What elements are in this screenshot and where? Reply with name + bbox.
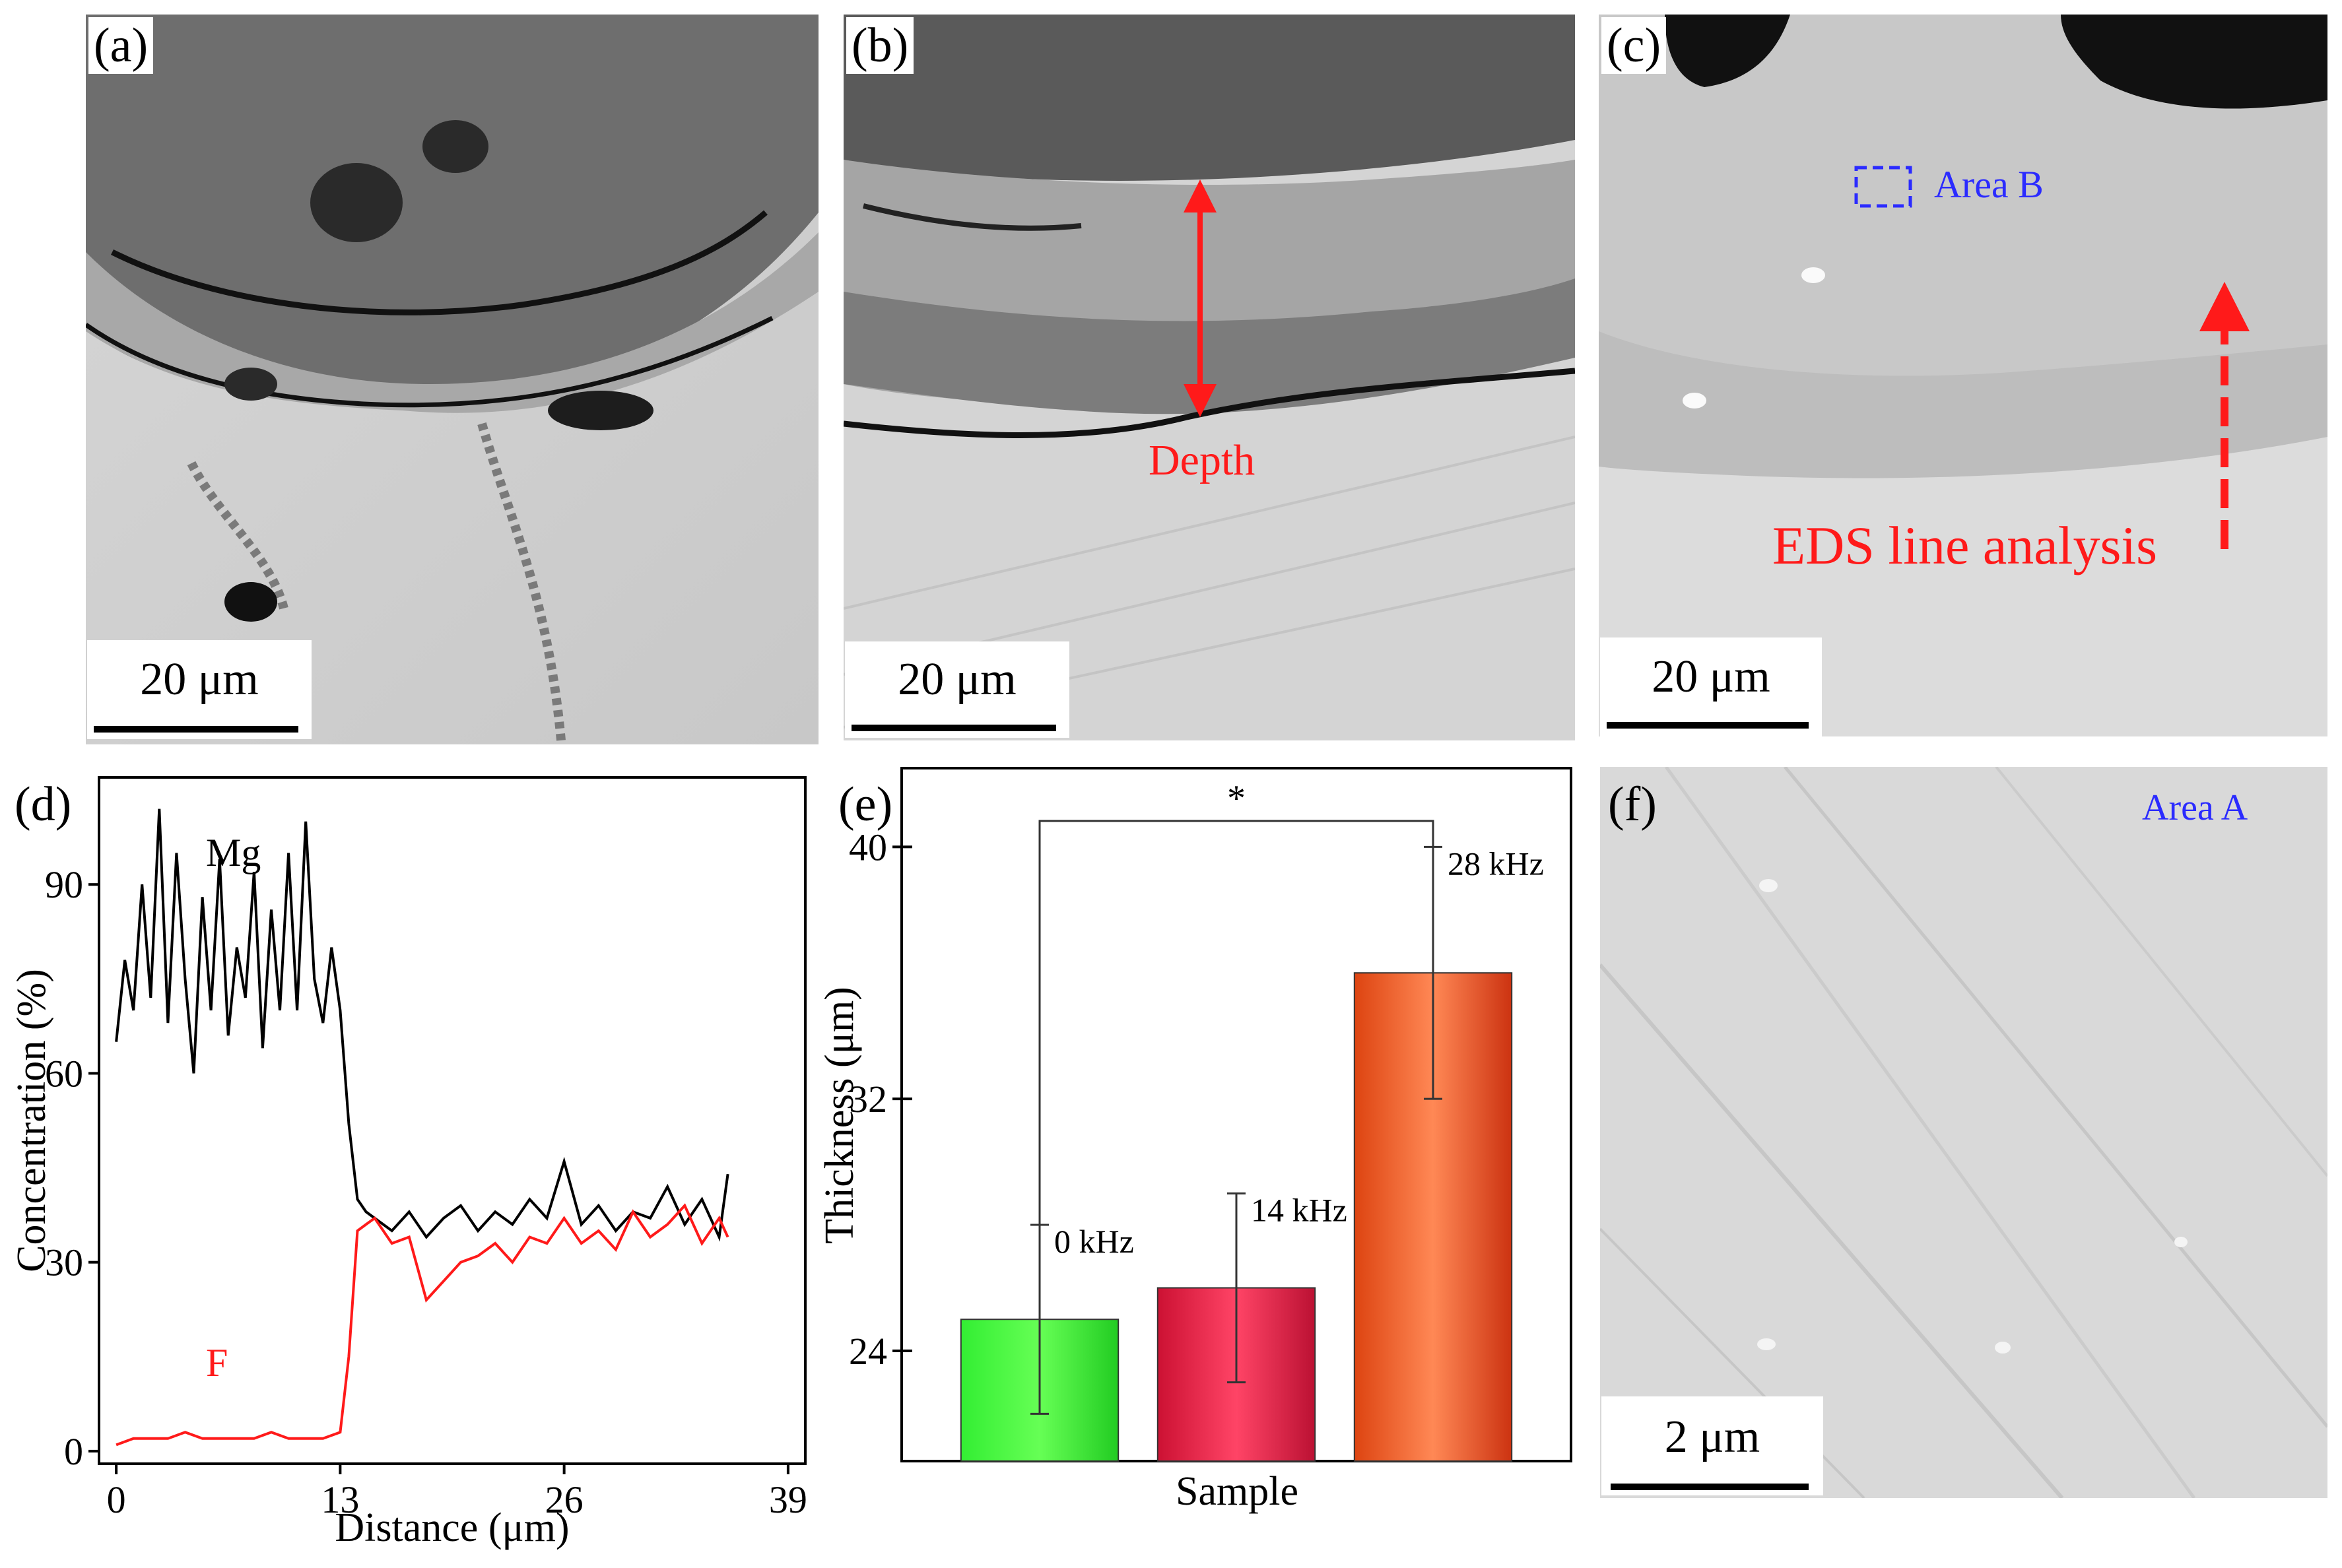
series-label-f: F — [206, 1341, 228, 1385]
series-line-mg — [115, 808, 729, 1242]
area-b-box — [1854, 166, 1912, 208]
panel-label-d: (d) — [15, 777, 72, 832]
bar-label-1: 14 kHz — [1251, 1191, 1347, 1228]
line-chart-d: 0 13 26 39 0 30 60 90 Mg F Distance (μm) Concen… — [0, 759, 819, 1568]
x-tick-label-d: 26 — [545, 1478, 584, 1521]
line-chart-d-svg: 0 13 26 39 0 30 60 90 Mg F Distance (μm) Concen… — [9, 776, 807, 1550]
x-axis-label-e: Sample — [1176, 1469, 1298, 1514]
area-a-label: Area A — [2142, 787, 2248, 828]
panel-label-f: (f) — [1608, 777, 1657, 832]
y-axis-label-d: Concentration (%) — [9, 969, 54, 1272]
sem-image-f — [1600, 767, 2327, 1498]
sem-texture-a — [86, 15, 819, 744]
series-line-f — [116, 1203, 729, 1447]
bar-chart-e-svg: 24 32 40 0 kHz 14 kHz 28 kHz * Sample Thickne… — [819, 767, 1572, 1514]
scale-bar-b — [852, 725, 1056, 731]
sem-texture-b — [844, 15, 1575, 740]
bar-label-2: 28 kHz — [1448, 845, 1544, 882]
scale-box-f: 2 μm — [1601, 1396, 1823, 1495]
bar-label-0: 0 kHz — [1054, 1223, 1134, 1260]
y-tick-label-d: 0 — [64, 1430, 83, 1473]
panel-label-c: (c) — [1601, 17, 1667, 74]
x-tick-label-d: 39 — [769, 1478, 807, 1521]
sem-image-b — [844, 15, 1575, 740]
y-axis-label-e: Thickness (μm) — [819, 987, 862, 1244]
y-tick-label-e: 40 — [849, 826, 887, 868]
scale-bar-f — [1611, 1484, 1809, 1490]
x-tick-label-d: 0 — [107, 1478, 126, 1521]
scale-label-a: 20 μm — [140, 654, 259, 705]
x-axis-label-d: Distance (μm) — [335, 1505, 569, 1550]
y-tick-label-d: 30 — [45, 1241, 83, 1284]
panel-label-a: (a) — [88, 17, 154, 74]
scale-label-c: 20 μm — [1652, 651, 1770, 702]
sem-texture-c — [1599, 15, 2327, 736]
plot-frame-d — [98, 776, 807, 1465]
series-label-mg: Mg — [206, 831, 261, 874]
scale-box-b: 20 μm — [845, 641, 1069, 738]
y-tick-label-d: 90 — [45, 863, 83, 906]
depth-arrow-top — [1184, 180, 1217, 212]
scale-box-c: 20 μm — [1600, 637, 1822, 736]
x-tick-label-d: 13 — [321, 1478, 359, 1521]
scale-label-b: 20 μm — [898, 654, 1017, 705]
eds-arrow-head — [2199, 282, 2250, 331]
sem-texture-f — [1600, 767, 2327, 1498]
significance-star: * — [1227, 778, 1246, 819]
significance-bracket — [1038, 820, 1434, 1225]
depth-label: Depth — [1149, 436, 1255, 484]
eds-line-label: EDS line analysis — [1772, 515, 2158, 575]
scale-label-f: 2 μm — [1664, 1412, 1760, 1462]
scale-box-a: 20 μm — [87, 640, 312, 739]
sem-image-a — [86, 15, 819, 744]
y-tick-label-e: 32 — [849, 1078, 887, 1121]
bar-chart-e: 24 32 40 0 kHz 14 kHz 28 kHz * Sample Thickne… — [819, 759, 1589, 1568]
y-tick-label-e: 24 — [849, 1330, 887, 1373]
scale-bar-c — [1607, 722, 1809, 729]
area-b-label: Area B — [1934, 163, 2044, 206]
sem-image-c — [1599, 15, 2327, 736]
panel-label-b: (b) — [846, 17, 914, 74]
panel-label-e: (e) — [838, 777, 893, 832]
depth-arrow-bottom — [1184, 384, 1217, 417]
scale-bar-a — [94, 726, 298, 733]
y-tick-label-d: 60 — [45, 1052, 83, 1095]
